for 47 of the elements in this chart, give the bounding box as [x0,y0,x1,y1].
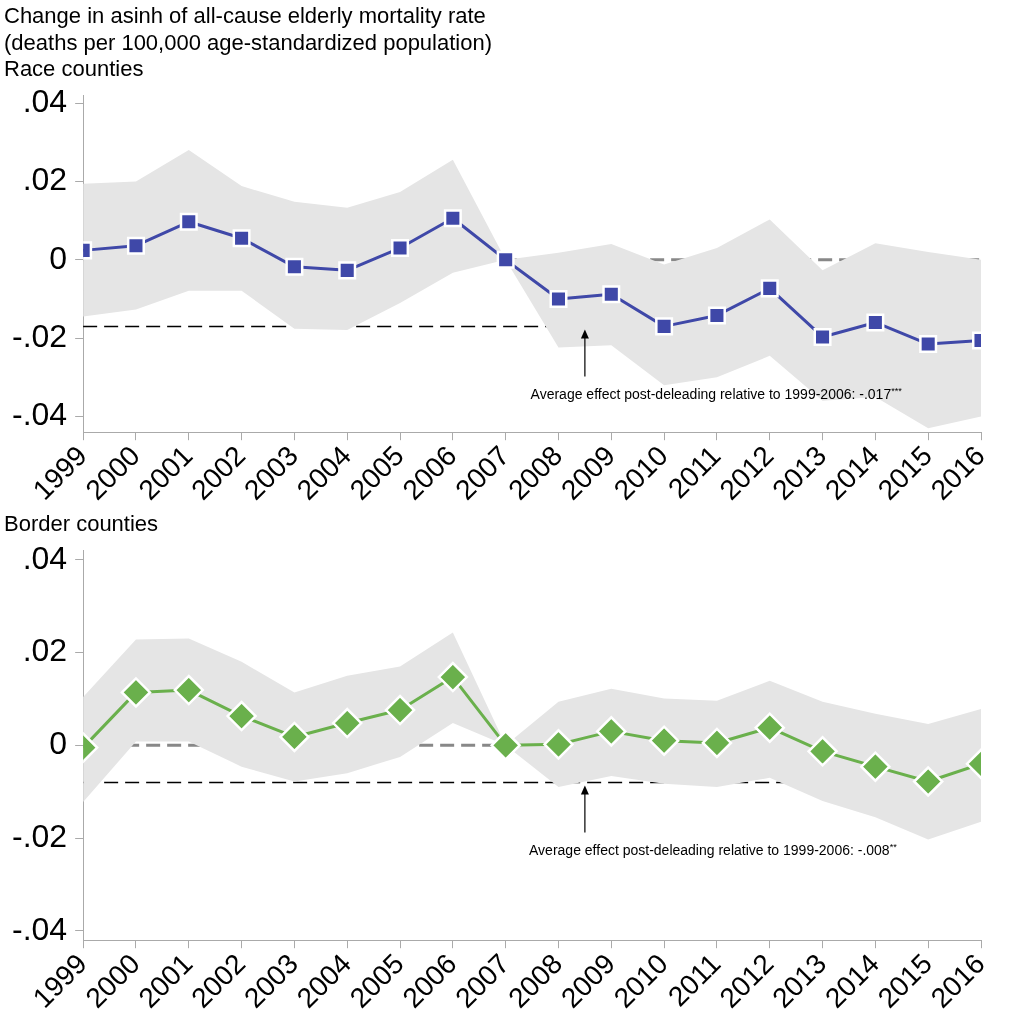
point [707,306,726,325]
point [701,727,733,759]
point [496,250,515,269]
point [866,313,885,332]
point [602,285,621,304]
point [126,236,145,255]
point [338,261,357,280]
point [490,730,521,761]
point [285,257,304,276]
point [807,736,838,767]
point [443,209,462,228]
point [549,289,568,308]
point [860,751,891,782]
point [384,694,416,726]
annotation: Average effect post-deleading relative to 1999-2006: -.008** [529,841,898,859]
y-tick-label: -.02 [12,817,68,854]
point [760,279,779,298]
y-tick-label: -.04 [12,910,68,947]
chart-subtitle: Race counties [4,56,144,82]
point [331,707,363,739]
y-tick-label: .02 [22,161,68,198]
point [179,212,198,231]
y-tick-label: 0 [49,725,68,762]
chart-title: Change in asinh of all-cause elderly mortality rate (deaths per 100,000 age-standardized population) [4,3,493,55]
point [173,674,205,706]
y-tick-label: -.04 [12,396,68,433]
point [226,700,257,732]
point [437,661,469,693]
y-tick-label: .02 [22,632,68,669]
point [919,335,938,354]
point [813,327,832,346]
point [912,766,944,797]
point [655,317,674,336]
y-tick-label: 0 [49,239,68,276]
point [120,677,152,708]
point [596,716,627,747]
point [279,721,310,753]
y-tick-label: -.02 [12,317,68,354]
point [232,229,251,248]
point [754,712,785,743]
point [648,725,680,756]
y-tick-label: .04 [22,539,68,576]
point [543,729,574,760]
point [391,239,410,258]
chart-title: Border counties [4,511,159,537]
annotation: Average effect post-deleading relative to 1999-2006: -.017*** [530,385,903,403]
y-tick-label: .04 [22,82,68,119]
